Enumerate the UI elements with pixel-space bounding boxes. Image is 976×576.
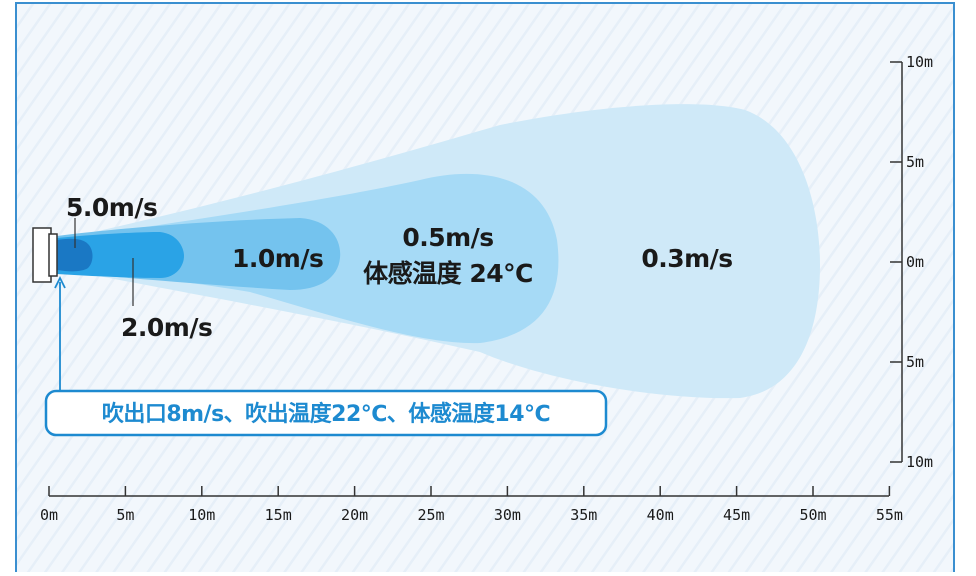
zone-label-0-5-temperature: 体感温度 24℃	[363, 259, 533, 288]
x-axis: 0m 5m 10m 15m 20m 25m 30m 35m 40m 45m 50m 55m	[40, 486, 903, 524]
callout-text: 吹出口8m/s、吹出温度22℃、体感温度14℃	[102, 401, 550, 427]
y-tick-label-0: 10m	[906, 53, 933, 71]
y-tick-label-2: 0m	[906, 253, 924, 271]
x-tick-label-1: 5m	[116, 506, 134, 524]
x-tick-label-3: 15m	[265, 506, 292, 524]
x-tick-label-8: 40m	[647, 506, 674, 524]
y-tick-label-1: 5m	[906, 153, 924, 171]
x-tick-label-4: 20m	[341, 506, 368, 524]
x-tick-label-11: 55m	[876, 506, 903, 524]
zone-label-2-0: 2.0m/s	[121, 313, 212, 342]
y-axis: 10m 5m 0m 5m 10m	[890, 53, 933, 471]
zone-label-5-0: 5.0m/s	[66, 193, 157, 222]
x-tick-label-5: 25m	[417, 506, 444, 524]
callout-box	[44, 389, 608, 437]
x-tick-label-7: 35m	[570, 506, 597, 524]
callout-arrowhead	[54, 275, 66, 289]
zone-label-0-3: 0.3m/s	[641, 244, 732, 273]
y-tick-label-3: 5m	[906, 353, 924, 371]
x-tick-label-0: 0m	[40, 506, 58, 524]
y-tick-label-4: 10m	[906, 453, 933, 471]
x-tick-label-6: 30m	[494, 506, 521, 524]
x-tick-label-9: 45m	[723, 506, 750, 524]
x-tick-label-2: 10m	[188, 506, 215, 524]
x-tick-label-10: 50m	[799, 506, 826, 524]
zone-5-0-plume	[57, 238, 93, 272]
zone-label-1-0: 1.0m/s	[232, 244, 323, 273]
zone-label-0-5: 0.5m/s	[402, 223, 493, 252]
outlet-nozzle	[48, 233, 58, 277]
